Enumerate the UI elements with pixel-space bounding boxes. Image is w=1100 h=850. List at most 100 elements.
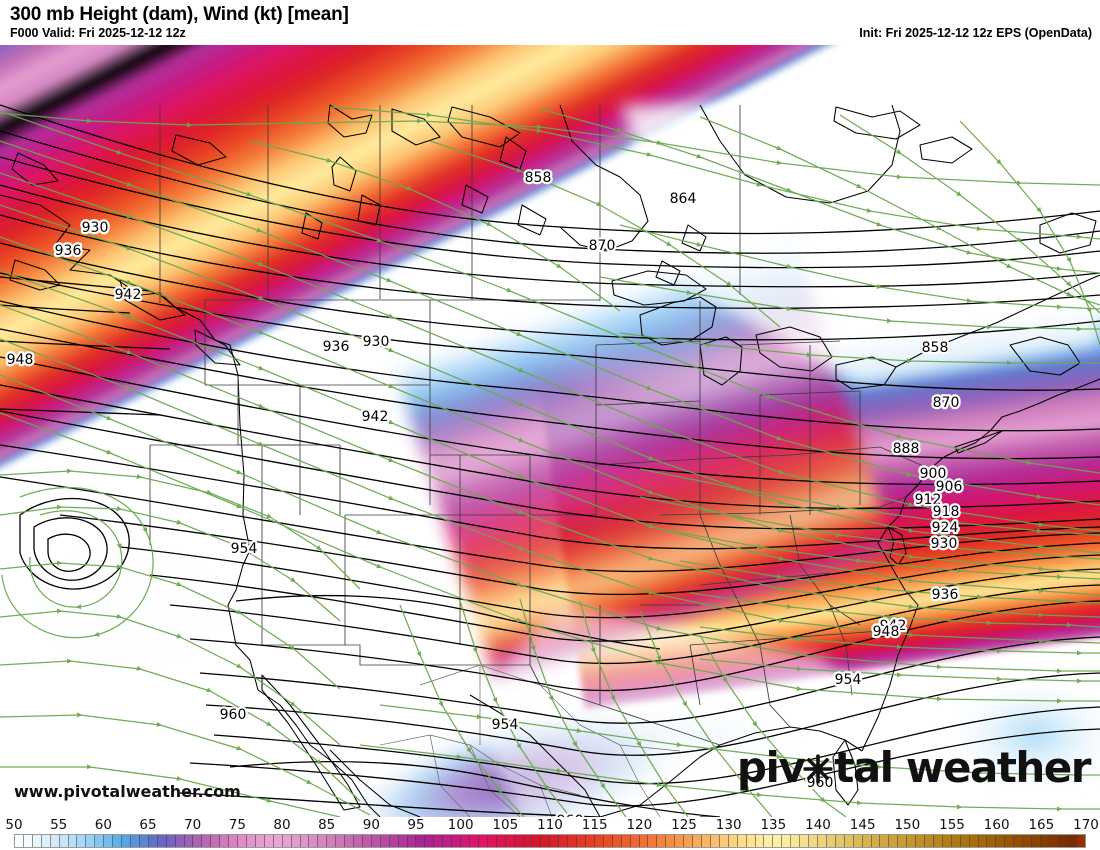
- contour-label-halo: 942: [880, 618, 907, 634]
- star-icon: [803, 747, 834, 789]
- colorbar-swatch: [969, 835, 979, 847]
- wind-speed-colorbar[interactable]: 50 55 60 65 70 75 80 85 90 95 100 105 110 115 120 125 13…: [0, 817, 1100, 850]
- colorbar-swatch: [657, 835, 667, 847]
- contour-label-halo: 900: [920, 466, 947, 482]
- colorbar-tick-label: 85: [318, 817, 336, 833]
- colorbar-swatch: [309, 835, 319, 847]
- colorbar-swatch: [23, 835, 33, 847]
- page-title: 300 mb Height (dam), Wind (kt) [mean]: [10, 4, 349, 25]
- colorbar-tick-label: 130: [715, 817, 742, 833]
- colorbar-swatch: [916, 835, 926, 847]
- colorbar-swatch: [880, 835, 890, 847]
- colorbar-tick-label: 135: [760, 817, 787, 833]
- colorbar-swatch: [407, 835, 417, 847]
- colorbar-swatch: [166, 835, 176, 847]
- map-graphic: 9309309369369429429489489549549609609369…: [0, 45, 1100, 817]
- wind-speed-fill: [0, 45, 969, 658]
- colorbar-swatch: [559, 835, 569, 847]
- colorbar-tick-label: 155: [939, 817, 965, 833]
- contour-label-halo: 906: [936, 479, 963, 495]
- colorbar-swatch: [514, 835, 524, 847]
- contour-label-halo: 948: [7, 352, 34, 368]
- contour-label: 936: [323, 339, 350, 355]
- contour-label-halo: 942: [362, 409, 389, 425]
- colorbar-tick-label: 125: [671, 817, 697, 833]
- colorbar-tick-label: 95: [407, 817, 425, 833]
- valid-time-label: F000 Valid: Fri 2025-12-12 12z: [10, 26, 186, 40]
- colorbar-swatch: [996, 835, 1006, 847]
- colorbar-swatches: [14, 834, 1086, 848]
- colorbar-swatch: [684, 835, 694, 847]
- colorbar-swatch: [41, 835, 51, 847]
- colorbar-tick-label: 65: [139, 817, 157, 833]
- colorbar-swatch: [139, 835, 149, 847]
- colorbar-swatch: [612, 835, 622, 847]
- colorbar-swatch: [871, 835, 881, 847]
- contour-label-halo: 954: [492, 717, 519, 733]
- colorbar-swatch: [184, 835, 194, 847]
- contour-label-halo: 948: [873, 624, 900, 640]
- contour-label: 930: [931, 536, 958, 552]
- colorbar-swatch: [130, 835, 140, 847]
- contour-label: 954: [835, 672, 862, 688]
- contour-label: 954: [492, 717, 519, 733]
- map-canvas[interactable]: 930 930 936 936 942 942 948 948 954 954 960 960 936 9…: [0, 45, 1100, 817]
- colorbar-tick-label: 50: [5, 817, 23, 833]
- colorbar-swatch: [648, 835, 658, 847]
- contour-label-halo: 930: [363, 334, 390, 350]
- colorbar-swatch: [719, 835, 729, 847]
- colorbar-swatch: [95, 835, 105, 847]
- colorbar-swatch: [68, 835, 78, 847]
- colorbar-tick-label: 110: [537, 817, 563, 833]
- colorbar-swatch: [77, 835, 87, 847]
- colorbar-swatch: [710, 835, 720, 847]
- colorbar-swatch: [211, 835, 221, 847]
- colorbar-swatch: [398, 835, 408, 847]
- colorbar-swatch: [791, 835, 801, 847]
- colorbar-swatch: [603, 835, 613, 847]
- colorbar-swatch: [862, 835, 872, 847]
- contour-label: 930: [363, 334, 390, 350]
- colorbar-tick-label: 55: [50, 817, 68, 833]
- colorbar-tick-labels: 50 55 60 65 70 75 80 85 90 95 100 105 110 115 120 125 13…: [0, 817, 1100, 834]
- colorbar-swatch: [371, 835, 381, 847]
- colorbar-swatch: [532, 835, 542, 847]
- colorbar-tick-label: 70: [184, 817, 202, 833]
- colorbar-swatch: [925, 835, 934, 847]
- colorbar-swatch: [1014, 835, 1024, 847]
- colorbar-swatch: [764, 835, 774, 847]
- colorbar-swatch: [15, 835, 24, 847]
- colorbar-swatch: [434, 835, 444, 847]
- colorbar-swatch: [505, 835, 515, 847]
- colorbar-swatch: [853, 835, 863, 847]
- colorbar-swatch: [826, 835, 836, 847]
- colorbar-swatch: [755, 835, 765, 847]
- colorbar-tick-label: 75: [228, 817, 246, 833]
- colorbar-tick-label: 170: [1073, 817, 1099, 833]
- colorbar-swatch: [1058, 835, 1068, 847]
- contour-label-halo: 924: [932, 520, 959, 536]
- colorbar-swatch: [898, 835, 908, 847]
- colorbar-swatch: [1023, 835, 1033, 847]
- colorbar-swatch: [113, 835, 123, 847]
- colorbar-swatch: [318, 835, 328, 847]
- colorbar-swatch: [987, 835, 997, 847]
- colorbar-swatch: [942, 835, 952, 847]
- colorbar-swatch: [773, 835, 783, 847]
- colorbar-swatch: [1032, 835, 1042, 847]
- colorbar-swatch: [728, 835, 738, 847]
- colorbar-swatch: [737, 835, 747, 847]
- colorbar-swatch: [238, 835, 247, 847]
- contour-label: 858: [525, 170, 552, 186]
- colorbar-swatch: [621, 835, 631, 847]
- colorbar-swatch: [380, 835, 390, 847]
- colorbar-swatch: [594, 835, 604, 847]
- watermark-text-right: tal weather: [834, 743, 1091, 792]
- contour-label: 870: [933, 395, 960, 411]
- contour-label: 864: [670, 191, 697, 207]
- contour-label-halo: 936: [323, 339, 350, 355]
- colorbar-swatch: [666, 835, 676, 847]
- contour-label: 900: [920, 466, 947, 482]
- colorbar-swatch: [452, 835, 462, 847]
- colorbar-swatch: [817, 835, 827, 847]
